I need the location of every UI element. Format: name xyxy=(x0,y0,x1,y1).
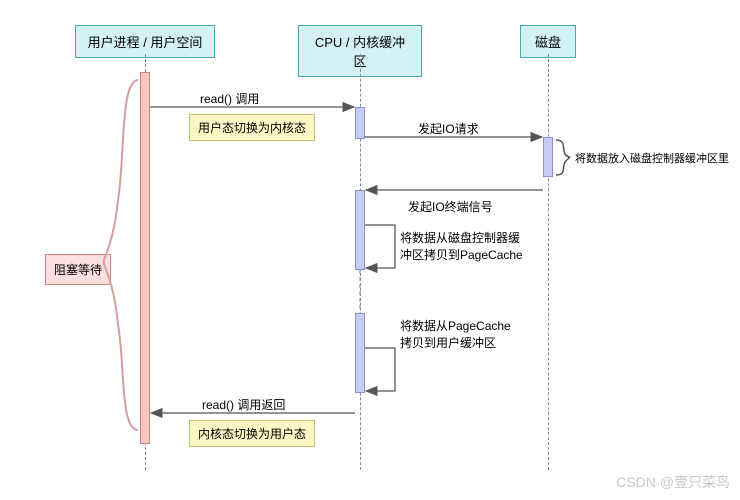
activation-cpu-1 xyxy=(355,107,365,139)
note-user-to-kernel: 用户态切换为内核态 xyxy=(189,114,315,141)
msg-copy-pagecache: 将数据从磁盘控制器缓 冲区拷贝到PageCache xyxy=(400,230,523,264)
lifeline-disk xyxy=(548,54,549,470)
participant-user-label: 用户进程 / 用户空间 xyxy=(88,35,203,50)
activation-disk xyxy=(543,137,553,177)
block-wait-label: 阻塞等待 xyxy=(54,263,102,277)
watermark: CSDN @壹只菜鸟 xyxy=(616,472,730,492)
msg-io-request: 发起IO请求 xyxy=(418,120,479,137)
msg-read-return: read() 调用返回 xyxy=(202,396,285,413)
msg-copy-userbuf: 将数据从PageCache 拷贝到用户缓冲区 xyxy=(400,318,511,352)
activation-cpu-3 xyxy=(355,313,365,393)
activation-user xyxy=(140,72,150,444)
m5l2: 冲区拷贝到PageCache xyxy=(400,247,523,264)
msg-io-signal: 发起IO终端信号 xyxy=(408,198,493,215)
m6l1: 将数据从PageCache xyxy=(400,318,511,335)
msg-disk-buffer: 将数据放入磁盘控制器缓冲区里 xyxy=(575,150,729,166)
note-kernel-to-user: 内核态切换为用户态 xyxy=(189,420,315,447)
block-wait-box: 阻塞等待 xyxy=(45,254,111,285)
participant-disk-label: 磁盘 xyxy=(535,35,561,50)
note2-label: 内核态切换为用户态 xyxy=(198,427,306,441)
activation-cpu-2 xyxy=(355,190,365,270)
m5l1: 将数据从磁盘控制器缓 xyxy=(400,230,523,247)
note1-label: 用户态切换为内核态 xyxy=(198,121,306,135)
msg-read-call: read() 调用 xyxy=(200,90,259,107)
m6l2: 拷贝到用户缓冲区 xyxy=(400,335,511,352)
